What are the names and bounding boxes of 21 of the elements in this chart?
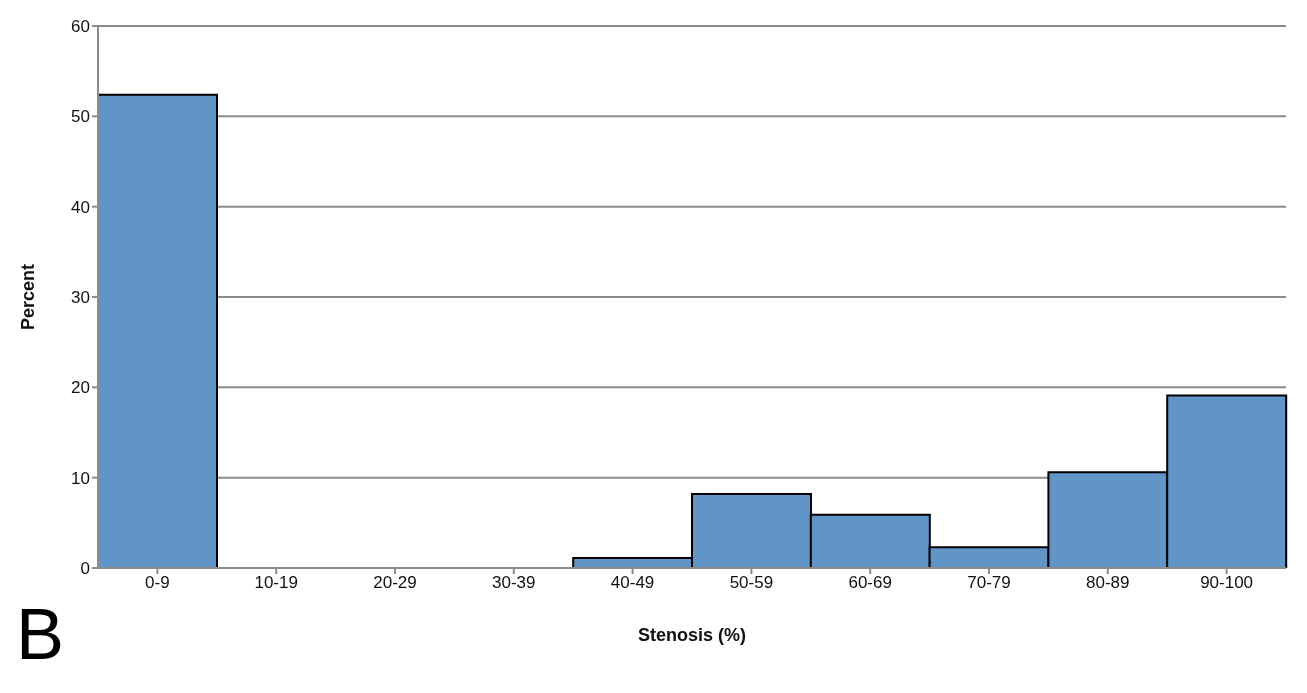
x-tick-label: 70-79 <box>967 573 1011 593</box>
x-tick-label: 50-59 <box>729 573 774 593</box>
x-tick-label: 60-69 <box>848 573 892 593</box>
y-tick-label: 0 <box>80 559 90 579</box>
x-axis-title: Stenosis (%) <box>637 624 747 645</box>
text: B <box>16 594 65 674</box>
y-tick-label: 30 <box>71 288 90 308</box>
y-tick-label: 60 <box>71 17 90 37</box>
x-tick-label: 40-49 <box>610 573 655 593</box>
y-tick-label: 10 <box>71 468 90 488</box>
x-tick-label: 90-100 <box>1200 573 1254 593</box>
x-tick-label: 20-29 <box>373 573 417 593</box>
bar <box>97 93 218 568</box>
x-tick-label: 10-19 <box>254 573 298 593</box>
x-tick-label: 80-89 <box>1086 573 1130 593</box>
x-tick-label: 30-39 <box>492 573 536 593</box>
y-axis-title: Percent <box>18 263 39 331</box>
x-tick-label: 0-9 <box>145 573 170 593</box>
y-tick-label: 40 <box>71 197 90 217</box>
y-tick-label: 50 <box>71 107 90 127</box>
y-tick-label: 20 <box>71 378 90 398</box>
